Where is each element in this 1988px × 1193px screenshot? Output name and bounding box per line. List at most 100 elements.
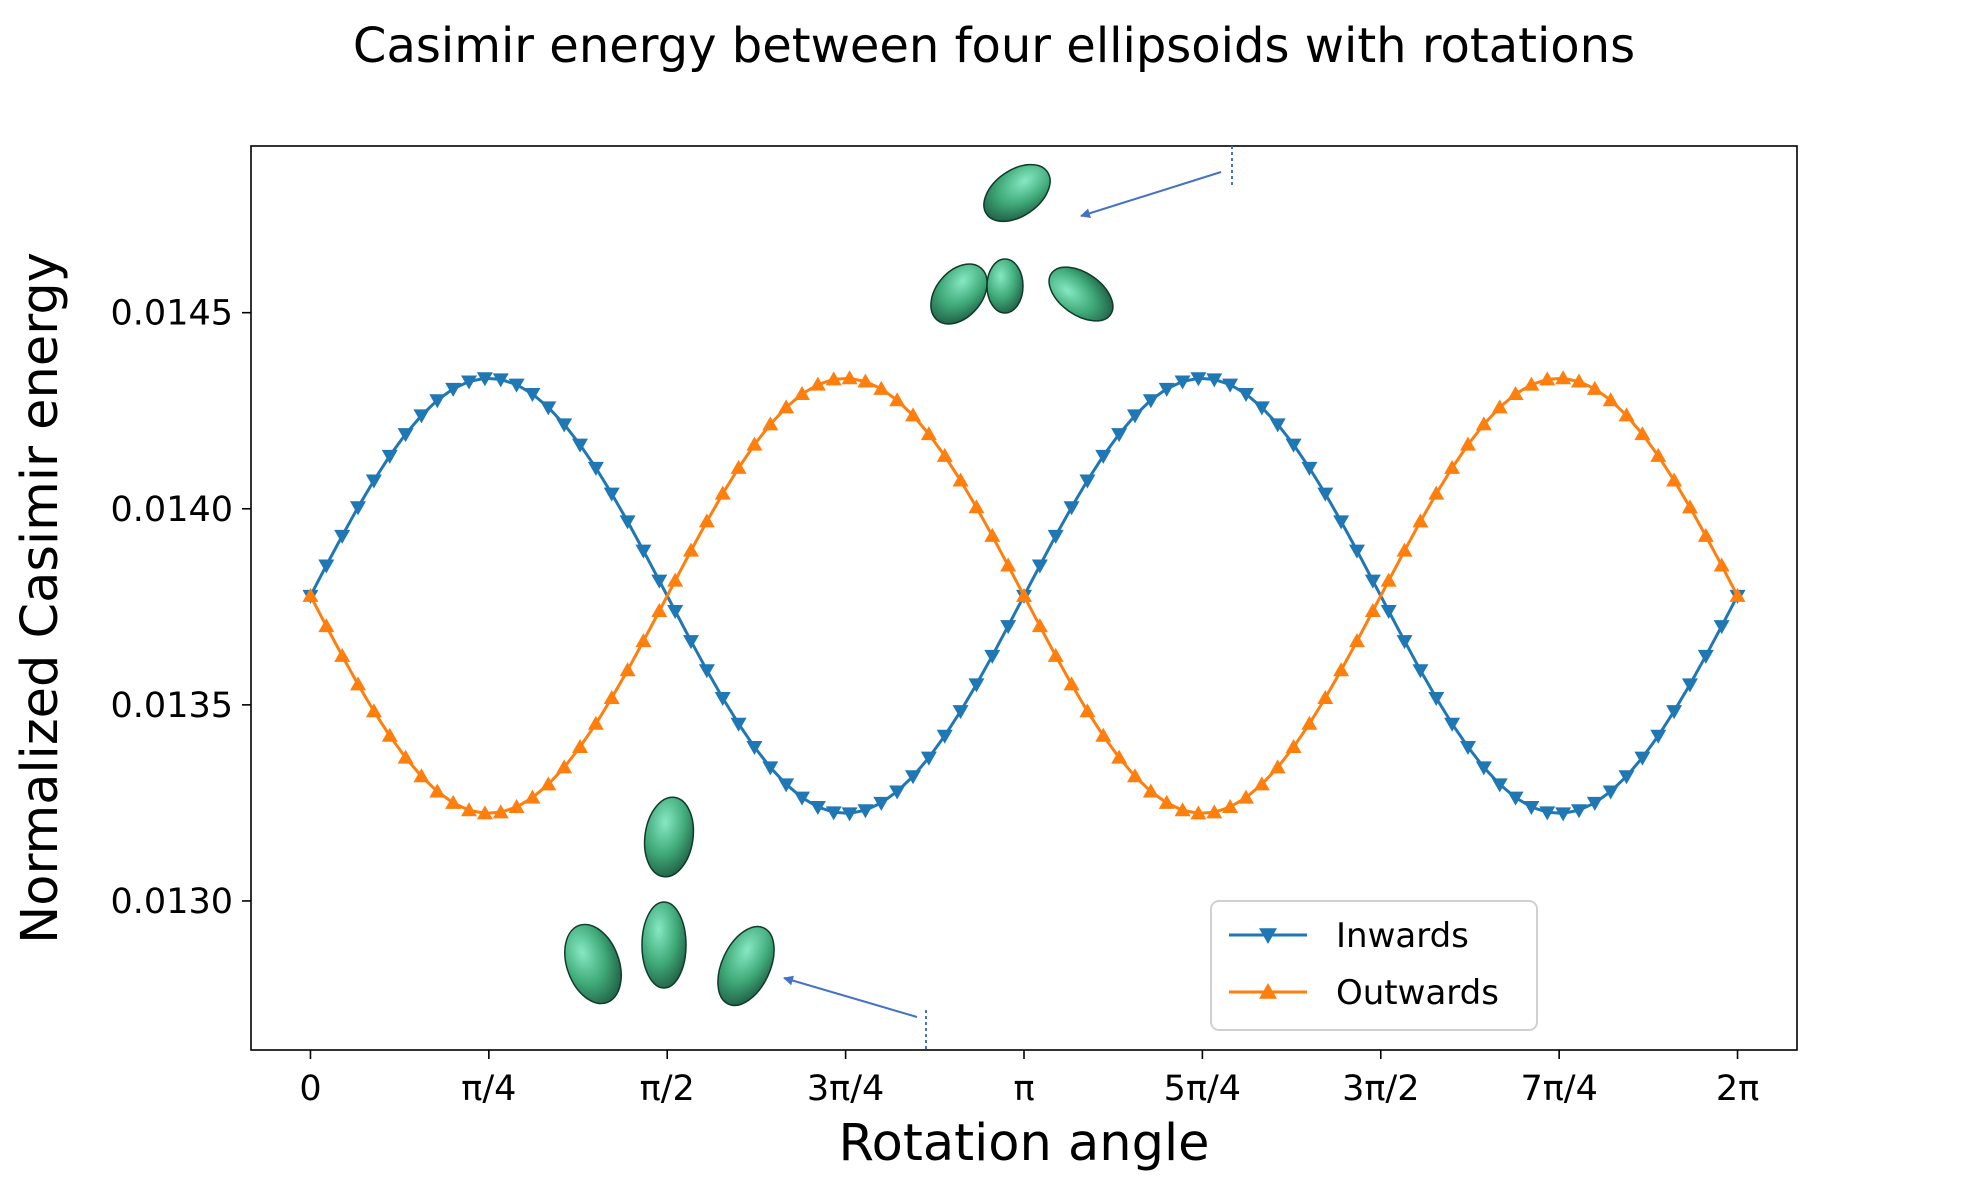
data-point-outwards (1729, 587, 1746, 602)
data-point-inwards (635, 544, 652, 559)
data-point-inwards (1681, 678, 1698, 693)
data-point-inwards (587, 461, 604, 476)
data-point-inwards (1507, 791, 1524, 806)
data-point-inwards (873, 796, 890, 811)
data-point-outwards (1507, 386, 1524, 401)
data-point-inwards (1697, 649, 1714, 664)
data-point-outwards (952, 472, 969, 487)
data-point-inwards (1523, 801, 1540, 816)
legend-entry-outwards: Outwards (1229, 973, 1499, 1013)
data-point-inwards (841, 807, 858, 822)
data-point-outwards (603, 690, 620, 705)
annotation-arrow-inwards (1080, 171, 1222, 219)
data-point-inwards (603, 487, 620, 502)
data-point-outwards (1253, 776, 1270, 791)
data-point-outwards (1317, 690, 1334, 705)
data-point-outwards (1697, 527, 1714, 542)
data-point-outwards (413, 768, 430, 783)
data-point-outwards (714, 485, 731, 500)
data-point-outwards (841, 370, 858, 385)
inset-outwards (564, 796, 775, 1007)
data-point-outwards (1047, 647, 1064, 662)
data-point-outwards (1126, 768, 1143, 783)
data-point-inwards (1586, 796, 1603, 811)
data-point-outwards (556, 759, 573, 774)
data-point-inwards (476, 372, 493, 387)
data-point-inwards (1428, 692, 1445, 707)
data-point-inwards (492, 373, 509, 388)
data-point-inwards (619, 515, 636, 530)
data-point-inwards (667, 605, 684, 620)
data-point-outwards (1618, 407, 1635, 422)
data-point-inwards (1237, 388, 1254, 403)
data-point-inwards (920, 751, 937, 766)
ellipsoid (930, 263, 988, 325)
data-point-inwards (905, 770, 922, 785)
ellipsoid (986, 258, 1024, 314)
data-point-outwards (1015, 587, 1032, 602)
x-tick-label: 2π (1716, 1069, 1759, 1109)
data-point-outwards (1031, 618, 1048, 633)
y-tick-label: 0.0140 (111, 490, 233, 530)
data-point-inwards (1222, 378, 1239, 393)
data-point-outwards (461, 802, 478, 817)
ellipsoid (1048, 266, 1114, 322)
data-point-inwards (1126, 409, 1143, 424)
data-point-inwards (1269, 418, 1286, 433)
data-point-inwards (445, 382, 462, 397)
data-point-outwards (920, 426, 937, 441)
data-point-outwards (1206, 804, 1223, 819)
data-point-outwards (302, 587, 319, 602)
data-point-inwards (1713, 620, 1730, 635)
data-point-inwards (1190, 372, 1207, 387)
data-point-outwards (936, 447, 953, 462)
data-point-inwards (429, 394, 446, 409)
data-point-inwards (683, 635, 700, 650)
data-point-inwards (1634, 751, 1651, 766)
x-tick-label: 5π/4 (1164, 1069, 1241, 1109)
data-point-inwards (1444, 717, 1461, 732)
data-point-outwards (1412, 513, 1429, 528)
data-point-outwards (1586, 380, 1603, 395)
data-point-inwards (413, 409, 430, 424)
data-point-outwards (1348, 633, 1365, 648)
data-point-inwards (698, 664, 715, 679)
annotation-arrow-outwards (783, 975, 918, 1018)
data-point-outwards (1158, 794, 1175, 809)
data-point-outwards (1079, 703, 1096, 718)
x-tick-label: 7π/4 (1520, 1069, 1597, 1109)
data-point-inwards (1047, 529, 1064, 544)
data-point-outwards (365, 703, 382, 718)
inset-inwards (930, 163, 1114, 325)
data-point-outwards (1602, 392, 1619, 407)
data-point-outwards (492, 804, 509, 819)
ellipsoid (717, 925, 775, 1007)
data-point-outwards (572, 739, 589, 754)
data-point-outwards (1539, 371, 1556, 386)
data-point-outwards (445, 794, 462, 809)
data-point-inwards (1174, 375, 1191, 390)
data-point-outwards (1174, 802, 1191, 817)
data-point-inwards (1301, 461, 1318, 476)
ellipsoid (643, 796, 695, 878)
data-point-inwards (1206, 373, 1223, 388)
data-point-outwards (1681, 499, 1698, 514)
data-point-outwards (476, 805, 493, 820)
data-point-outwards (683, 542, 700, 557)
data-point-outwards (429, 783, 446, 798)
data-point-outwards (635, 633, 652, 648)
data-point-outwards (1222, 799, 1239, 814)
x-axis: 0 π/4 π/2 3π/4 π 5π/4 3π/2 7π/4 2π (299, 1050, 1759, 1109)
data-point-outwards (1475, 416, 1492, 431)
data-point-outwards (1428, 485, 1445, 500)
legend-entry-inwards: Inwards (1229, 916, 1469, 956)
data-point-outwards (1650, 447, 1667, 462)
data-point-inwards (809, 801, 826, 816)
data-point-outwards (873, 380, 890, 395)
data-point-outwards (809, 376, 826, 391)
data-point-inwards (1285, 438, 1302, 453)
data-point-outwards (1000, 557, 1017, 572)
data-point-outwards (984, 527, 1001, 542)
data-point-inwards (1380, 605, 1397, 620)
